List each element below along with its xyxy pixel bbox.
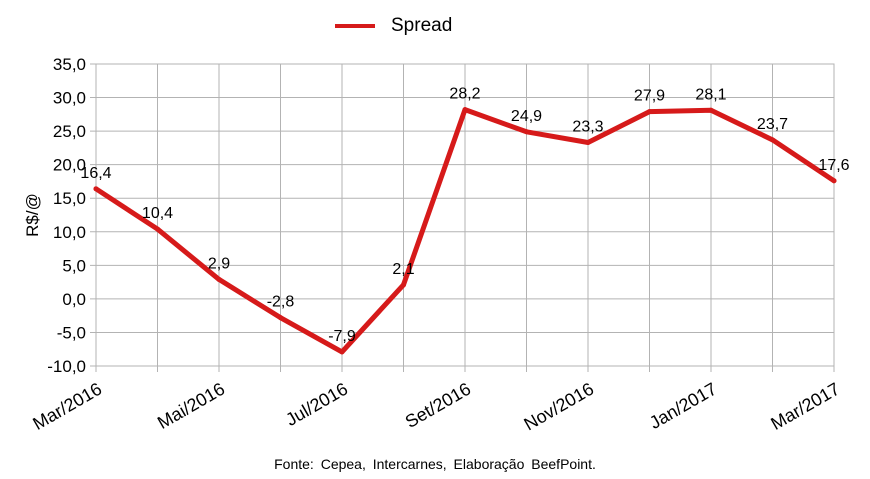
data-point xyxy=(647,109,652,115)
data-point xyxy=(278,315,283,321)
y-tick-label: -5,0 xyxy=(57,323,86,342)
y-tick-label: 20,0 xyxy=(53,156,86,175)
data-label: 23,3 xyxy=(572,119,603,136)
x-tick-label: Mar/2016 xyxy=(29,379,105,434)
data-point xyxy=(770,137,775,143)
data-point xyxy=(524,129,529,135)
y-tick-label: 35,0 xyxy=(53,55,86,74)
data-point xyxy=(401,282,406,288)
y-tick-label: 30,0 xyxy=(53,89,86,108)
data-point xyxy=(339,349,345,355)
source-note: Fonte: Cepea, Intercarnes, Elaboração Be… xyxy=(274,456,596,472)
data-label: 10,4 xyxy=(142,205,173,222)
legend-swatch-spread xyxy=(335,24,375,28)
data-label: 23,7 xyxy=(757,116,788,133)
data-point xyxy=(708,107,714,113)
data-label: 28,2 xyxy=(449,86,480,103)
legend-label-spread: Spread xyxy=(391,15,453,36)
y-tick-label: 5,0 xyxy=(62,256,86,275)
plot-area xyxy=(95,63,835,367)
data-label: 16,4 xyxy=(80,165,111,182)
data-point xyxy=(462,107,468,113)
data-label: 2,1 xyxy=(392,261,414,278)
data-point xyxy=(831,178,837,184)
x-tick-label: Mai/2016 xyxy=(154,379,228,433)
chart-legend: Spread xyxy=(335,12,452,40)
y-tick-label: -10,0 xyxy=(47,357,86,376)
x-tick-label: Jan/2017 xyxy=(646,379,720,433)
data-label: 27,9 xyxy=(634,88,665,105)
y-axis-label: R$/@ xyxy=(23,193,42,237)
y-tick-label: 0,0 xyxy=(62,290,86,309)
data-point xyxy=(585,140,591,146)
data-label: -2,8 xyxy=(267,294,295,311)
data-label: 2,9 xyxy=(208,255,230,272)
y-tick-label: 10,0 xyxy=(53,223,86,242)
x-tick-label: Set/2016 xyxy=(402,379,474,432)
data-point xyxy=(155,226,160,232)
data-label: 28,1 xyxy=(695,86,726,103)
data-point xyxy=(216,276,222,282)
y-tick-label: 15,0 xyxy=(53,189,86,208)
x-tick-label: Nov/2016 xyxy=(520,379,597,435)
y-tick-label: 25,0 xyxy=(53,122,86,141)
x-tick-label: Mar/2017 xyxy=(767,379,843,434)
data-label: 17,6 xyxy=(818,157,849,174)
data-label: -7,9 xyxy=(328,328,356,345)
data-point xyxy=(93,186,99,192)
x-tick-label: Jul/2016 xyxy=(282,379,351,430)
data-label: 24,9 xyxy=(511,108,542,125)
